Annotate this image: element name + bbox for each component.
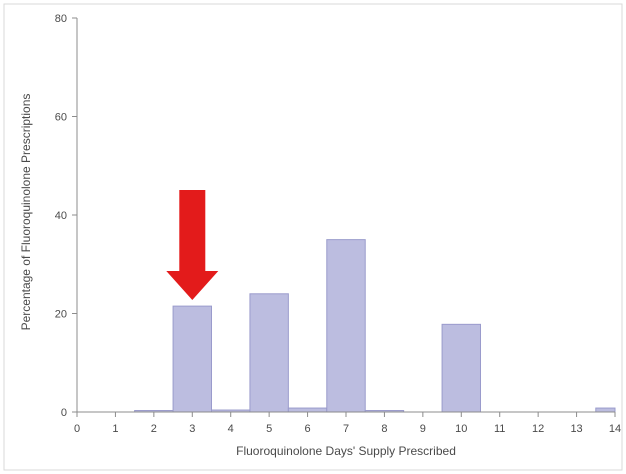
outer-frame (3, 3, 623, 471)
bar-day-10 (441, 323, 482, 413)
y-tick-label-0: 0 (61, 407, 67, 419)
y-tick-label-20: 20 (55, 309, 67, 321)
x-tick-label-12: 12 (532, 423, 544, 435)
bar-day-3 (172, 305, 213, 413)
y-tick-label-80: 80 (55, 13, 67, 25)
x-tick-label-8: 8 (381, 423, 387, 435)
bar-day-7 (326, 239, 366, 413)
x-tick-label-5: 5 (266, 423, 272, 435)
x-tick-label-4: 4 (228, 423, 234, 435)
x-tick-label-2: 2 (151, 423, 157, 435)
x-tick-label-11: 11 (494, 423, 505, 435)
x-tick-label-10: 10 (455, 423, 467, 435)
x-tick-label-9: 9 (420, 423, 426, 435)
x-tick-label-1: 1 (112, 423, 118, 435)
x-tick-label-6: 6 (305, 423, 311, 435)
red-arrow-icon (166, 190, 219, 300)
bar-day-5 (249, 293, 289, 413)
x-tick-label-14: 14 (609, 423, 621, 435)
x-tick-label-7: 7 (343, 423, 349, 435)
x-tick-label-0: 0 (74, 423, 80, 435)
bar-day-6 (287, 407, 328, 413)
bar-day-14 (595, 407, 616, 413)
x-axis-label: Fluoroquinolone Days' Supply Prescribed (236, 444, 456, 458)
x-tick-label-13: 13 (570, 423, 582, 435)
y-axis-label: Percentage of Fluoroquinolone Prescripti… (19, 94, 33, 331)
y-tick-label-60: 60 (55, 112, 67, 124)
x-tick-label-3: 3 (189, 423, 195, 435)
y-tick-label-40: 40 (55, 210, 67, 222)
